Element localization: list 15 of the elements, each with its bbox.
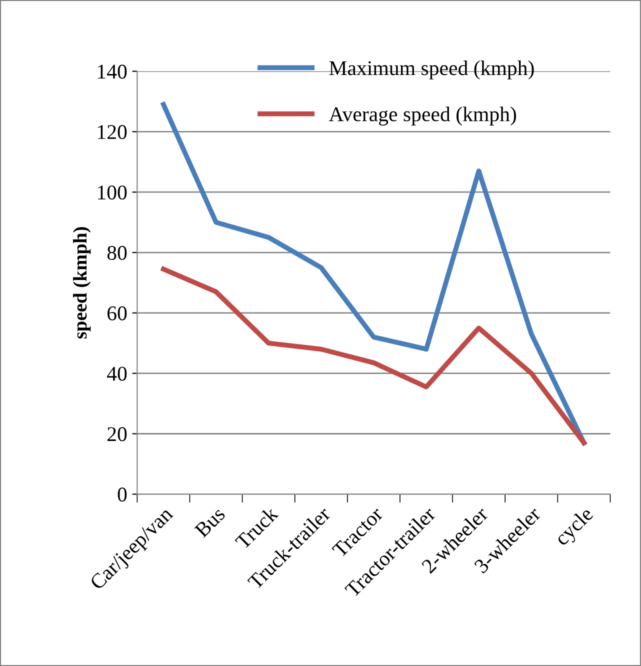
x-tick-label: cycle [553,506,597,550]
y-tick-label: 0 [118,488,127,502]
y-tick-label: 140 [98,64,127,79]
y-axis-title: speed (kmph) [73,227,91,339]
y-tick-label: 100 [98,185,127,200]
line-series [161,266,586,446]
y-tick-label: 120 [98,125,127,140]
y-tick-label: 40 [107,366,127,381]
y-tick-label: 20 [108,427,127,442]
y-tick-label: 60 [108,306,127,320]
y-tick-label: 80 [107,246,127,260]
legend-label: Maximum speed (kmph) [329,60,534,80]
line-series [161,102,586,446]
x-tick-label: Bus [194,506,226,538]
legend-label: Average speed (kmph) [328,106,516,126]
